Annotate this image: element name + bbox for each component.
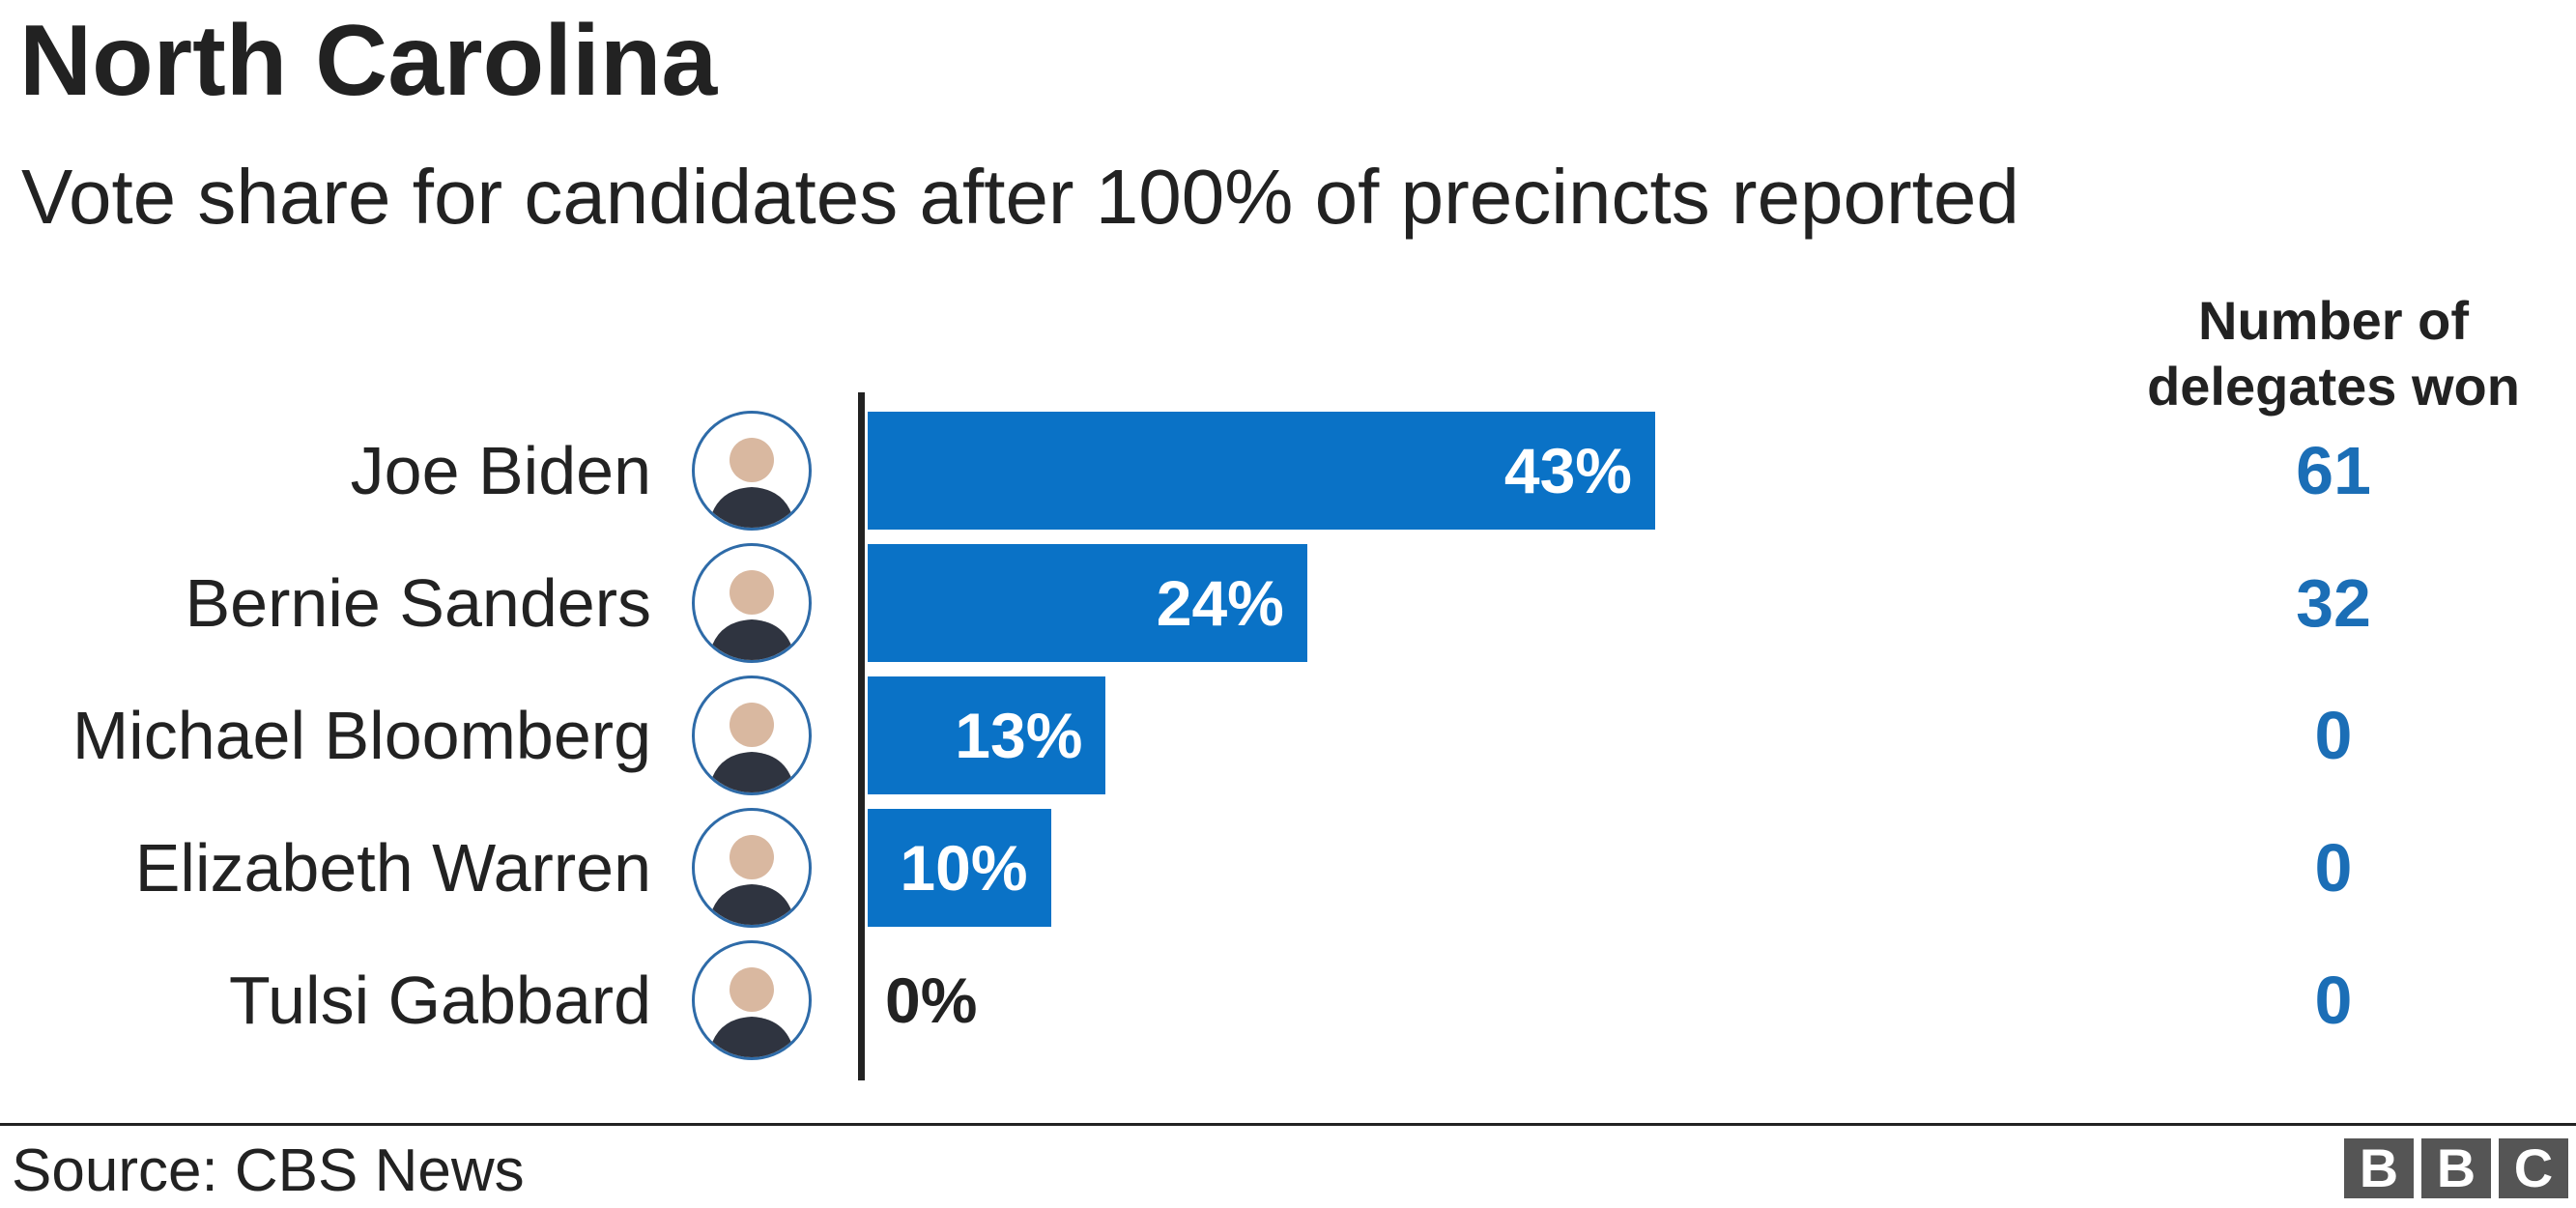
footer-divider [0, 1123, 2576, 1126]
chart-title: North Carolina [19, 5, 718, 117]
bar-value-label: 10% [900, 832, 1028, 904]
logo-letter-b2: B [2421, 1138, 2491, 1198]
candidate-name: Michael Bloomberg [72, 698, 651, 773]
candidate-name: Tulsi Gabbard [228, 963, 651, 1038]
bar [868, 412, 1655, 530]
candidate-photo [692, 543, 812, 663]
candidate-name: Bernie Sanders [185, 565, 651, 641]
bar-value-label: 43% [1503, 435, 1632, 506]
bar [868, 676, 1106, 794]
candidate-photo [692, 676, 812, 795]
delegates-header-line-2: delegates won [2147, 356, 2520, 417]
chart-subtitle: Vote share for candidates after 100% of … [21, 154, 2019, 240]
candidate-name: Elizabeth Warren [134, 830, 651, 906]
candidate-name: Joe Biden [350, 433, 651, 508]
delegates-value: 61 [2296, 433, 2371, 508]
delegates-value: 32 [2296, 565, 2371, 641]
bbc-logo: B B C [2344, 1138, 2568, 1198]
delegates-value: 0 [2314, 963, 2353, 1038]
y-axis-line [858, 392, 865, 1080]
logo-letter-c: C [2499, 1138, 2568, 1198]
bar-value-label: 13% [955, 700, 1083, 771]
bar [868, 544, 1307, 662]
bar [868, 809, 1051, 927]
logo-letter-b1: B [2344, 1138, 2414, 1198]
delegates-column-header: Number of delegates won [2097, 288, 2570, 419]
candidate-photo [692, 411, 812, 531]
bar-value-label: 0% [885, 964, 978, 1036]
source-note: Source: CBS News [12, 1137, 525, 1204]
delegates-value: 0 [2314, 830, 2353, 906]
delegates-value: 0 [2314, 698, 2353, 773]
candidate-photo [692, 940, 812, 1060]
delegates-header-line-1: Number of [2198, 290, 2469, 351]
candidate-photo [692, 808, 812, 928]
bar-value-label: 24% [1156, 567, 1284, 639]
